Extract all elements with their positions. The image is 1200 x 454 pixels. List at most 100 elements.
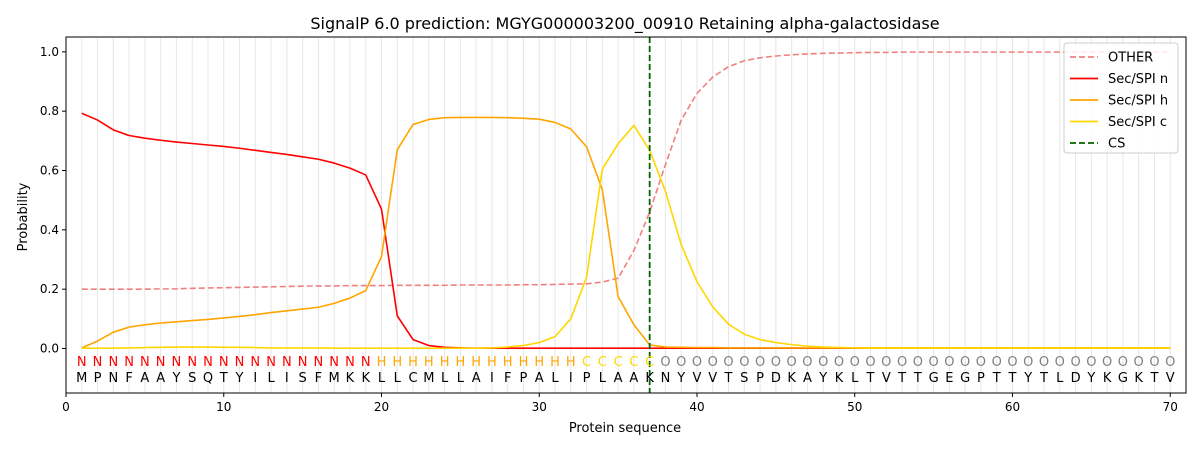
residue-label: N [108,371,118,386]
region-label: C [629,355,638,370]
y-tick-label: 0.2 [40,282,59,296]
residue-label: A [803,371,812,386]
region-label: C [582,355,591,370]
residue-label: S [740,371,748,386]
x-tick-label: 60 [1005,400,1020,414]
region-label: N [266,355,276,370]
y-tick-label: 0.8 [40,104,59,118]
region-label: O [723,355,733,370]
region-label: O [692,355,702,370]
series-sec-spi-c [81,124,1171,350]
x-tick-label: 30 [532,400,547,414]
region-label: O [1023,355,1033,370]
legend-label: Sec/SPI c [1108,115,1167,130]
residue-label: E [945,371,953,386]
residue-label: T [724,371,733,386]
region-label: O [992,355,1002,370]
region-label: O [1134,355,1144,370]
residue-label: P [583,371,591,386]
residue-label: K [346,371,355,386]
residue-label: V [1166,371,1175,386]
region-label: O [944,355,954,370]
residue-label: L [457,371,465,386]
plot-frame [65,36,1187,394]
region-label: O [1086,355,1096,370]
legend-label: OTHER [1108,51,1153,66]
region-label: O [1039,355,1049,370]
legend-label: Sec/SPI h [1108,94,1168,109]
legend-label: CS [1108,137,1125,152]
series-layer [81,37,1171,393]
residue-label: P [94,371,102,386]
residue-label: T [897,371,906,386]
residue-label: V [708,371,717,386]
residue-label: I [285,371,289,386]
legend: OTHER Sec/SPI n Sec/SPI h Sec/SPI c CS [1063,42,1179,154]
residue-label: Y [1023,371,1032,386]
x-tick-label: 20 [374,400,389,414]
region-label: O [1007,355,1017,370]
residue-label: Q [203,371,213,386]
sequence-labels: NMNPNNNFNANANYNSNQNTNYNINLNINSNFNMNKNKHL… [76,355,1175,386]
region-label: N [140,355,150,370]
region-label: O [850,355,860,370]
residue-label: G [929,371,939,386]
region-label: N [187,355,197,370]
y-tick-label: 0.4 [40,223,59,237]
region-label: N [282,355,292,370]
residue-label: F [315,371,322,386]
x-tick-label: 50 [847,400,862,414]
region-label: O [960,355,970,370]
residue-label: T [219,371,228,386]
residue-label: S [298,371,306,386]
region-label: O [881,355,891,370]
region-label: O [771,355,781,370]
region-label: H [550,355,560,370]
region-label: H [471,355,481,370]
residue-label: L [851,371,859,386]
x-tick-label: 40 [689,400,704,414]
region-label: N [77,355,87,370]
region-label: O [928,355,938,370]
residue-label: Y [818,371,827,386]
region-label: N [108,355,118,370]
region-label: N [172,355,182,370]
region-label: O [660,355,670,370]
region-label: C [614,355,623,370]
x-tick-label: 0 [62,400,70,414]
y-tick-label: 0.0 [40,342,59,356]
region-label: N [156,355,166,370]
residue-label: K [1134,371,1143,386]
region-label: N [124,355,134,370]
residue-label: K [1103,371,1112,386]
residue-label: L [1056,371,1064,386]
residue-label: D [771,371,781,386]
region-label: C [598,355,607,370]
region-label: O [976,355,986,370]
series-other [81,51,1171,290]
residue-label: T [866,371,875,386]
residue-label: T [992,371,1001,386]
region-label: N [235,355,245,370]
residue-label: C [409,371,418,386]
region-label: N [203,355,213,370]
y-tick-label: 1.0 [40,45,59,59]
residue-label: T [913,371,922,386]
residue-label: P [756,371,764,386]
residue-label: I [490,371,494,386]
region-label: O [739,355,749,370]
legend-box [1063,42,1179,154]
x-tick-label: 70 [1163,400,1178,414]
residue-label: G [1118,371,1128,386]
residue-label: A [140,371,149,386]
region-label: O [802,355,812,370]
residue-label: I [253,371,257,386]
residue-label: Y [171,371,180,386]
region-label: O [834,355,844,370]
residue-label: T [1149,371,1158,386]
residue-label: N [661,371,671,386]
residue-label: M [423,371,434,386]
region-label: H [392,355,402,370]
residue-label: Y [1086,371,1095,386]
region-label: H [566,355,576,370]
